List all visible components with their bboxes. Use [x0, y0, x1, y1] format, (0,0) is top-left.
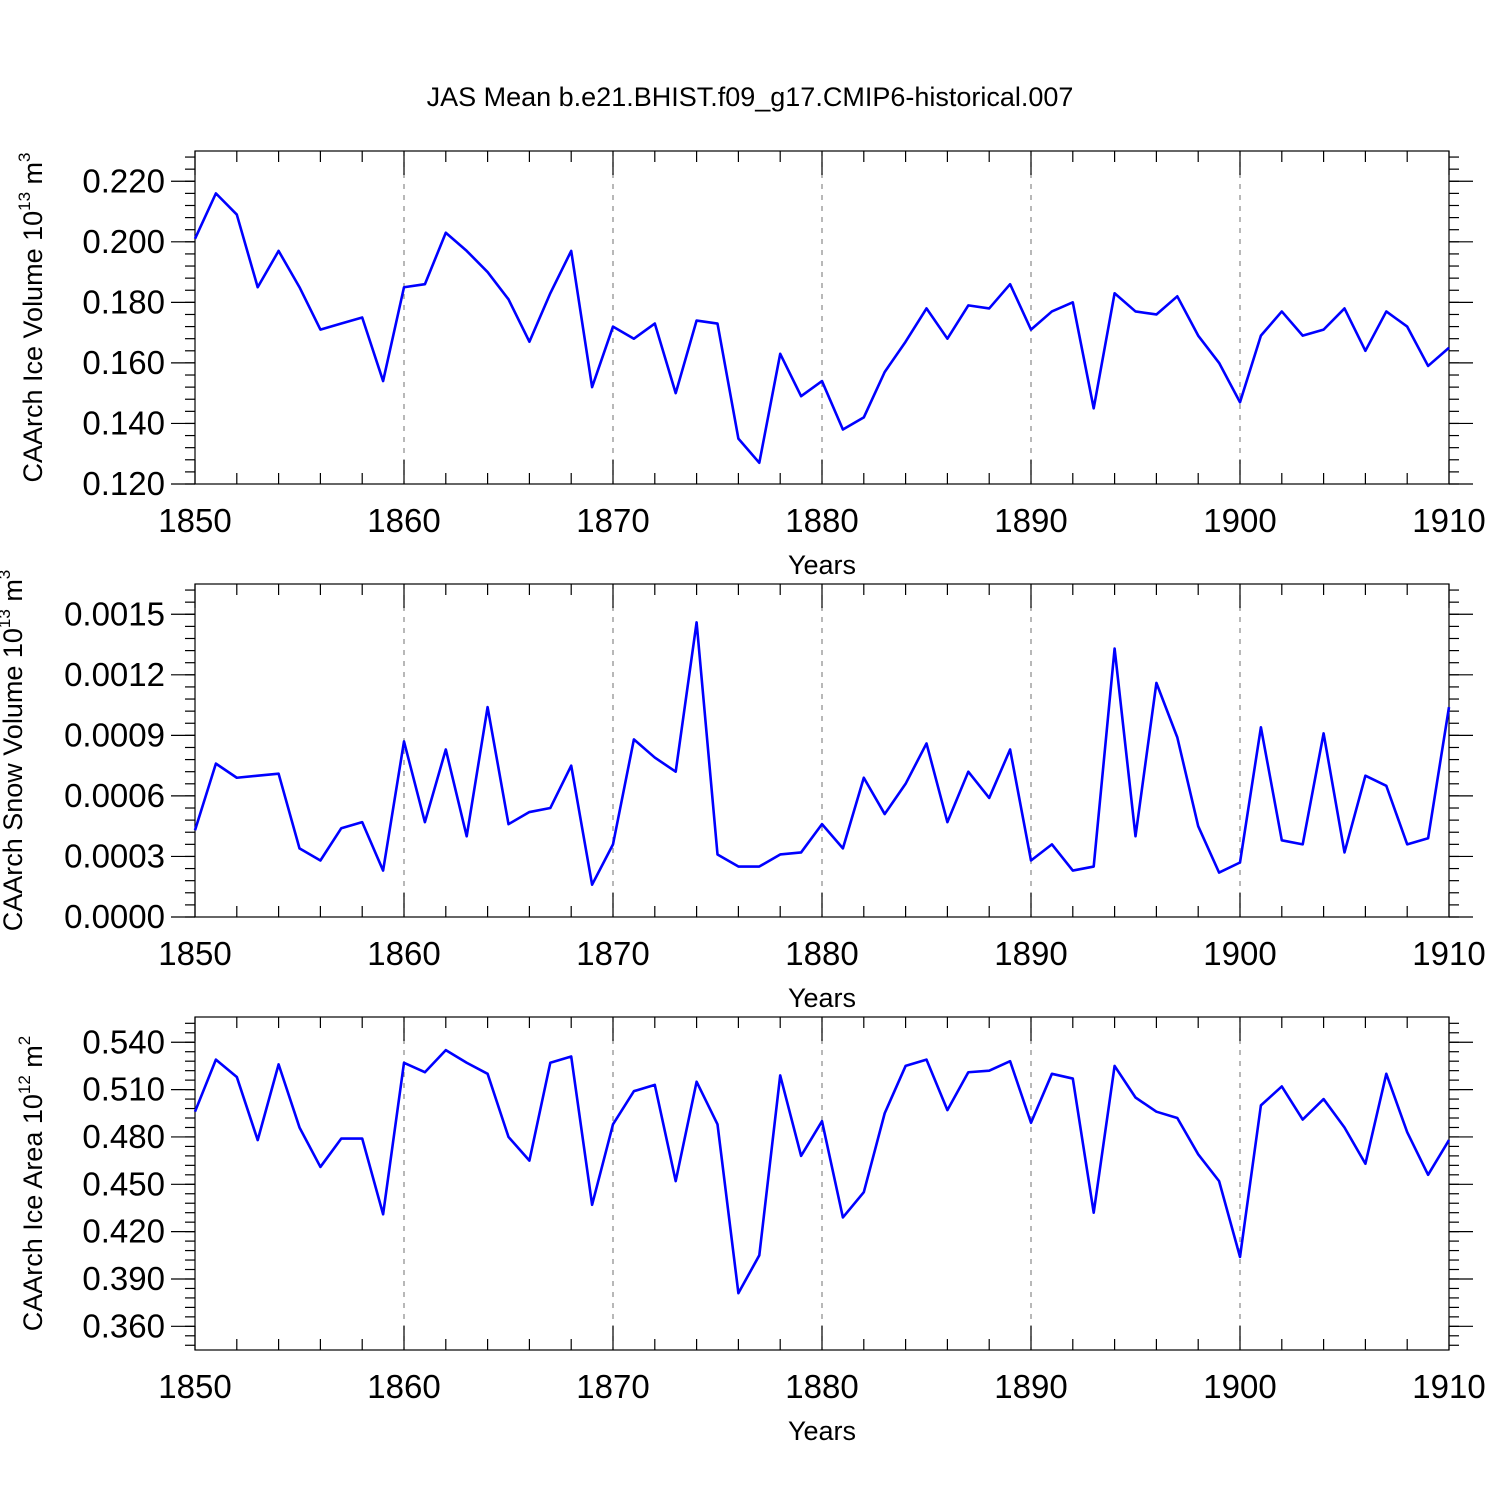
x-tick-label: 1890 — [994, 1368, 1067, 1405]
x-tick-label: 1910 — [1412, 1368, 1485, 1405]
y-tick-label: 0.450 — [82, 1165, 165, 1202]
panel-ice-volume: 0.120 0.140 0.160 0.180 0.200 0.220 1850 1860 1… — [15, 150, 1486, 580]
x-tick-label: 1880 — [785, 935, 858, 972]
x-axis-label: Years — [788, 550, 856, 580]
y-tick-label: 0.0006 — [64, 777, 165, 814]
y-tick-label: 0.510 — [82, 1071, 165, 1108]
ice-volume-line — [193, 192, 1450, 465]
plot-frame — [194, 150, 1450, 485]
x-tick-label: 1860 — [367, 935, 440, 972]
y-tick-label: 0.0009 — [64, 716, 165, 753]
y-axis-label: CAArch Ice Area 1012 m2 — [15, 1036, 48, 1332]
y-tick-label: 0.360 — [82, 1307, 165, 1344]
plot-frame — [194, 1016, 1450, 1351]
x-tick-label: 1850 — [158, 502, 231, 539]
x-axis-label: Years — [788, 983, 856, 1013]
y-tick-label: 0.420 — [82, 1213, 165, 1250]
y-tick-label: 0.0012 — [64, 656, 165, 693]
y-axis-label: CAArch Ice Volume 1013 m3 — [15, 152, 48, 482]
figure-title: JAS Mean b.e21.BHIST.f09_g17.CMIP6-histo… — [427, 82, 1074, 112]
y-tick-label: 0.180 — [82, 283, 165, 320]
snow-volume-line — [193, 621, 1451, 887]
y-tick-label: 0.140 — [82, 404, 165, 441]
panel-ice-area: 0.360 0.390 0.420 0.450 0.480 0.510 0.540 1850… — [15, 1016, 1486, 1446]
x-tick-label: 1880 — [785, 1368, 858, 1405]
y-tick-label: 0.200 — [82, 223, 165, 260]
x-tick-label: 1910 — [1412, 935, 1485, 972]
x-tick-label: 1870 — [576, 502, 649, 539]
y-tick-label: 0.0003 — [64, 837, 165, 874]
x-tick-label: 1860 — [367, 502, 440, 539]
x-tick-label: 1880 — [785, 502, 858, 539]
x-tick-label: 1890 — [994, 935, 1067, 972]
x-tick-label: 1870 — [576, 935, 649, 972]
y-tick-label: 0.390 — [82, 1260, 165, 1297]
x-tick-label: 1890 — [994, 502, 1067, 539]
x-tick-label: 1870 — [576, 1368, 649, 1405]
y-tick-label: 0.0015 — [64, 595, 165, 632]
x-tick-label: 1900 — [1203, 502, 1276, 539]
y-tick-label: 0.220 — [82, 162, 165, 199]
x-tick-label: 1900 — [1203, 1368, 1276, 1405]
y-tick-label: 0.0000 — [64, 898, 165, 935]
y-tick-label: 0.120 — [82, 465, 165, 502]
y-tick-label: 0.540 — [82, 1023, 165, 1060]
x-tick-label: 1910 — [1412, 502, 1485, 539]
x-tick-label: 1900 — [1203, 935, 1276, 972]
ice-area-line — [193, 1048, 1451, 1295]
x-tick-label: 1860 — [367, 1368, 440, 1405]
x-tick-label: 1850 — [158, 1368, 231, 1405]
x-axis-label: Years — [788, 1416, 856, 1446]
y-tick-label: 0.480 — [82, 1118, 165, 1155]
x-tick-label: 1850 — [158, 935, 231, 972]
y-axis-label: CAArch Snow Volume 1013 m3 — [0, 570, 28, 932]
y-tick-label: 0.160 — [82, 344, 165, 381]
plot-frame — [194, 583, 1450, 918]
panel-snow-volume: 0.0000 0.0003 0.0006 0.0009 0.0012 0.0015 185… — [0, 570, 1486, 1013]
